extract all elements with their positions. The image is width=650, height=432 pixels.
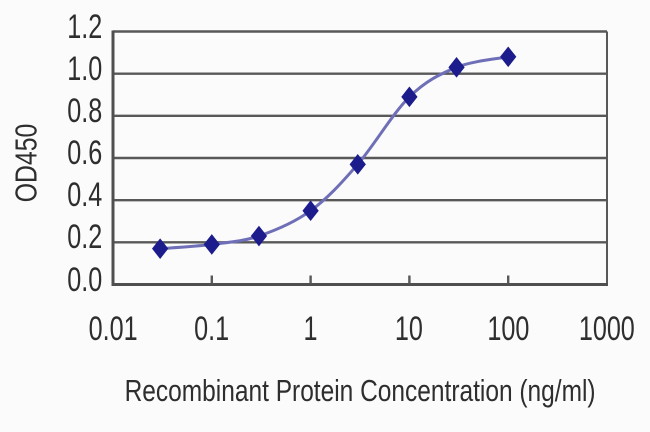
y-tick-label-text: 1.2	[67, 7, 102, 46]
y-tick-label-text: 1.0	[67, 49, 102, 88]
x-tick-label-text: 0.1	[194, 310, 230, 348]
data-point-marker	[152, 238, 169, 259]
y-tick-label: 0.4	[55, 177, 102, 213]
y-tick-label-text: 0.8	[67, 91, 102, 130]
data-point-marker	[302, 200, 319, 222]
y-tick-label: 0.0	[55, 262, 102, 298]
y-tick-label: 0.2	[55, 219, 102, 255]
y-tick-label: 1.2	[55, 9, 102, 45]
data-series-line	[160, 55, 509, 251]
y-tick-label: 0.6	[55, 135, 102, 171]
data-point-marker	[448, 57, 465, 78]
data-point-marker	[250, 225, 268, 247]
x-tick-label-text: 0.01	[88, 310, 138, 348]
x-tick-label: 1000	[537, 311, 650, 347]
data-point-marker	[500, 46, 517, 68]
x-tick-label-text: 1000	[579, 310, 635, 348]
x-tick-label: 100	[438, 311, 578, 347]
x-tick-label-text: 1	[303, 310, 318, 348]
y-tick-label-text: 0.2	[67, 218, 102, 257]
y-tick-label-text: 0.0	[67, 260, 102, 299]
x-tick-label-text: 10	[395, 310, 424, 348]
x-tick-label-text: 100	[487, 310, 530, 348]
y-tick-label-text: 0.6	[67, 134, 102, 172]
x-tick-label: 0.01	[43, 311, 183, 347]
y-tick-label: 0.8	[55, 93, 102, 129]
x-tick-label: 1	[241, 311, 381, 347]
data-point-marker	[401, 86, 418, 108]
x-axis-title: Recombinant Protein Concentration (ng/ml…	[60, 374, 650, 408]
x-tick-label: 0.1	[142, 311, 282, 347]
y-tick-label: 1.0	[55, 51, 102, 87]
y-tick-label-text: 0.4	[67, 176, 102, 215]
x-tick-label: 10	[339, 311, 479, 347]
data-point-marker	[203, 234, 220, 255]
data-point-marker	[349, 154, 366, 175]
x-axis-title-text: Recombinant Protein Concentration (ng/ml…	[124, 373, 596, 408]
